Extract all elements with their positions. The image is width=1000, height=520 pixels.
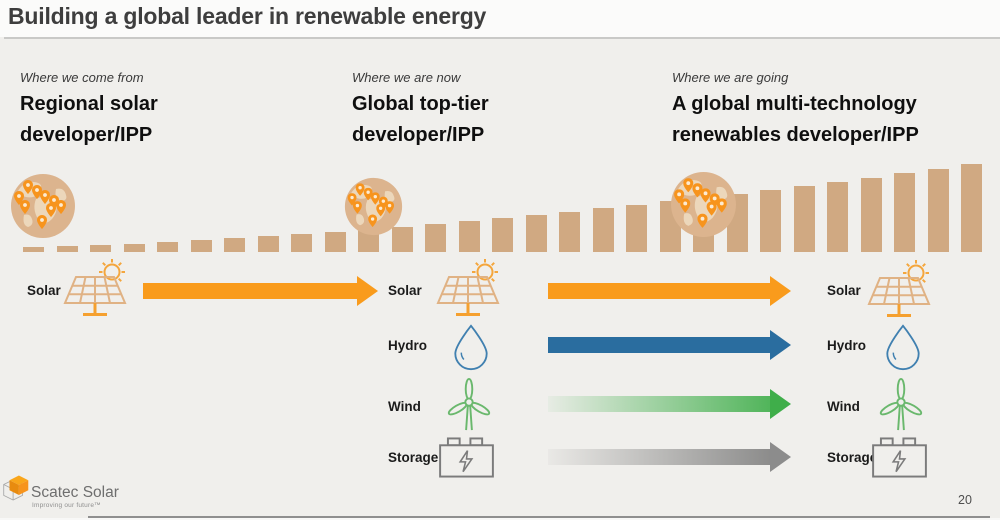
solar-growth-arrow-past-to-present bbox=[143, 276, 378, 306]
heading-future-line2: renewables developer/IPP bbox=[672, 124, 919, 146]
eyebrow-future: Where we are going bbox=[672, 70, 789, 85]
growth-bar bbox=[358, 230, 379, 252]
heading-present-line1: Global top-tier bbox=[352, 93, 489, 115]
heading-present-line2: developer/IPP bbox=[352, 124, 485, 146]
tech-label-storage: Storage bbox=[827, 450, 878, 465]
tech-label-hydro: Hydro bbox=[827, 338, 867, 353]
growth-bar bbox=[793, 186, 815, 252]
growth-bar bbox=[324, 232, 346, 252]
solar-panel-sun-icon bbox=[62, 257, 132, 319]
globe-with-pins-icon bbox=[344, 177, 403, 236]
tech-label-solar: Solar bbox=[27, 283, 61, 298]
growth-bar-chart bbox=[23, 160, 983, 252]
growth-bar bbox=[291, 234, 312, 252]
tech-label-hydro: Hydro bbox=[388, 338, 428, 353]
growth-bar bbox=[391, 227, 413, 252]
growth-bar bbox=[492, 218, 513, 252]
tech-label-solar: Solar bbox=[827, 283, 861, 298]
page-number: 20 bbox=[958, 493, 972, 507]
scatec-cube-logo-icon bbox=[3, 475, 29, 501]
logo-tagline: Improving our future™ bbox=[32, 502, 101, 509]
solar-panel-sun-icon bbox=[435, 257, 505, 319]
storage-growth-arrow bbox=[548, 442, 791, 472]
growth-bar bbox=[860, 178, 882, 252]
logo-name: Scatec Solar bbox=[31, 484, 119, 501]
eyebrow-past: Where we come from bbox=[20, 70, 144, 85]
growth-bar bbox=[123, 244, 145, 252]
growth-bar bbox=[190, 240, 212, 252]
tech-label-storage: Storage bbox=[388, 450, 439, 465]
wind-turbine-icon bbox=[870, 377, 932, 433]
growth-bar bbox=[961, 164, 982, 252]
water-drop-icon bbox=[450, 324, 492, 372]
growth-bar bbox=[559, 212, 580, 252]
growth-bar bbox=[592, 208, 614, 252]
wind-growth-arrow bbox=[548, 389, 791, 419]
heading-past-line2: developer/IPP bbox=[20, 124, 153, 146]
bottom-rule bbox=[88, 516, 990, 518]
globe-with-pins-icon bbox=[670, 171, 737, 238]
growth-bar bbox=[90, 245, 111, 252]
growth-bar bbox=[927, 169, 949, 252]
tech-label-wind: Wind bbox=[827, 399, 860, 414]
heading-future-line1: A global multi-technology bbox=[672, 93, 917, 115]
heading-past-line1: Regional solar bbox=[20, 93, 158, 115]
growth-bar bbox=[760, 190, 781, 252]
bottom-strip bbox=[0, 518, 1000, 520]
solar-growth-arrow-present-to-future bbox=[548, 276, 791, 306]
tech-label-solar: Solar bbox=[388, 283, 422, 298]
tech-label-wind: Wind bbox=[388, 399, 421, 414]
wind-turbine-icon bbox=[438, 377, 500, 433]
battery-icon bbox=[438, 436, 495, 479]
growth-bar bbox=[458, 221, 480, 252]
growth-bar bbox=[894, 173, 915, 252]
growth-bar bbox=[626, 205, 647, 252]
growth-bar bbox=[56, 246, 78, 252]
solar-panel-sun-icon bbox=[866, 258, 936, 320]
growth-bar bbox=[827, 182, 848, 252]
water-drop-icon bbox=[882, 324, 924, 372]
slide-title: Building a global leader in renewable en… bbox=[8, 3, 487, 29]
growth-bar bbox=[224, 238, 245, 252]
column-header-present: Where we are now Global top-tier develop… bbox=[352, 70, 489, 151]
globe-with-pins-icon bbox=[10, 173, 76, 239]
growth-bar bbox=[23, 247, 44, 252]
battery-icon bbox=[871, 436, 928, 479]
growth-bar bbox=[425, 224, 446, 252]
eyebrow-present: Where we are now bbox=[352, 70, 461, 85]
growth-bar bbox=[157, 242, 178, 252]
title-bar: Building a global leader in renewable en… bbox=[0, 0, 1000, 37]
growth-bar bbox=[257, 236, 279, 252]
growth-bar bbox=[525, 215, 547, 252]
hydro-growth-arrow bbox=[548, 330, 791, 360]
column-header-past: Where we come from Regional solar develo… bbox=[20, 70, 158, 151]
title-divider bbox=[4, 37, 1000, 39]
column-header-future: Where we are going A global multi-techno… bbox=[672, 70, 919, 151]
